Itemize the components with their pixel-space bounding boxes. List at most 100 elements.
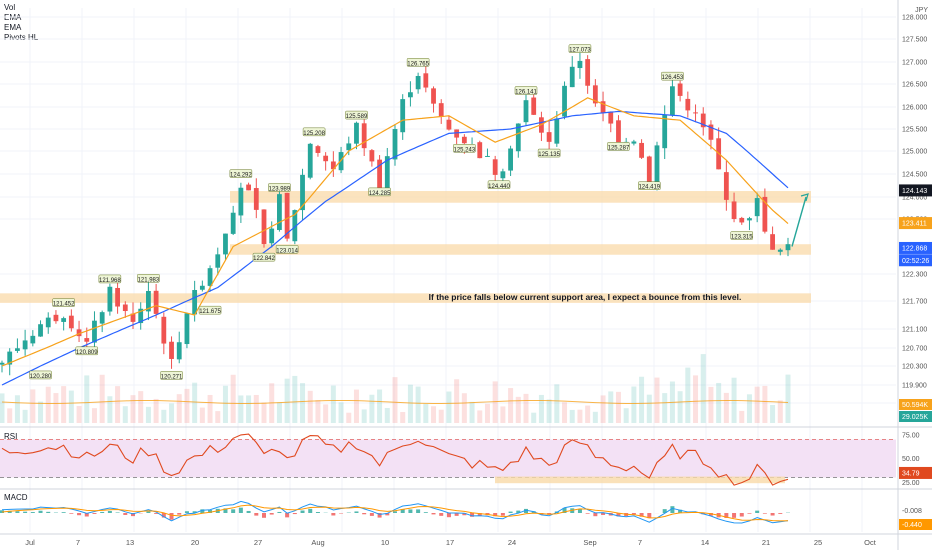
candle-body[interactable] <box>115 287 120 307</box>
candle-body[interactable] <box>346 143 352 151</box>
candle-body[interactable] <box>754 198 760 217</box>
candle-body[interactable] <box>785 244 791 251</box>
rsi-title[interactable]: RSI <box>4 432 17 441</box>
price-badge[interactable] <box>899 217 932 230</box>
candle-body[interactable] <box>770 234 775 250</box>
candle-body[interactable] <box>377 159 382 189</box>
candle-body[interactable] <box>415 75 421 90</box>
candle-body[interactable] <box>531 97 537 115</box>
rsi-badge[interactable] <box>899 466 932 479</box>
candle-body[interactable] <box>616 120 621 143</box>
candle-body[interactable] <box>192 290 198 315</box>
candle-body[interactable] <box>38 324 43 337</box>
candle-body[interactable] <box>153 290 159 314</box>
candle-body[interactable] <box>238 187 244 216</box>
candle-body[interactable] <box>592 85 598 104</box>
candle-body[interactable] <box>230 212 236 234</box>
candle-body[interactable] <box>284 192 290 239</box>
candle-body[interactable] <box>161 316 167 344</box>
rsi-line[interactable] <box>1 433 789 486</box>
candle-body[interactable] <box>361 123 367 149</box>
candle-body[interactable] <box>261 209 267 245</box>
candle-body[interactable] <box>400 99 406 133</box>
candle-body[interactable] <box>246 184 251 191</box>
candle-body[interactable] <box>523 100 529 123</box>
candle-body[interactable] <box>384 156 390 192</box>
candle-body[interactable] <box>277 194 282 230</box>
candle-body[interactable] <box>600 101 606 114</box>
support-resistance-zone[interactable] <box>0 293 811 303</box>
candle-body[interactable] <box>323 155 329 162</box>
candle-body[interactable] <box>176 342 182 360</box>
candle-body[interactable] <box>670 86 675 116</box>
rsi-support-zone[interactable] <box>495 476 785 484</box>
candle-body[interactable] <box>369 150 375 162</box>
candle-body[interactable] <box>215 254 221 268</box>
candle-body[interactable] <box>199 285 205 290</box>
candle-body[interactable] <box>392 129 398 160</box>
macd-title[interactable]: MACD <box>4 493 28 502</box>
candle-body[interactable] <box>708 124 714 140</box>
legend-item-ema-2[interactable]: EMA <box>4 23 22 32</box>
candle-body[interactable] <box>53 314 59 322</box>
bounce-arrow[interactable] <box>791 196 807 247</box>
macd-badge[interactable] <box>899 519 932 530</box>
candle-body[interactable] <box>30 335 36 344</box>
candle-body[interactable] <box>15 348 20 351</box>
candle-body[interactable] <box>492 159 498 175</box>
candle-body[interactable] <box>693 112 698 114</box>
candle-body[interactable] <box>7 351 13 365</box>
candle-body[interactable] <box>639 142 644 158</box>
candle-body[interactable] <box>685 98 691 111</box>
candle-body[interactable] <box>68 315 74 329</box>
candle-body[interactable] <box>662 114 668 149</box>
candle-body[interactable] <box>700 113 706 128</box>
candle-body[interactable] <box>122 304 128 312</box>
candle-body[interactable] <box>777 249 783 252</box>
candle-body[interactable] <box>408 92 413 98</box>
ema-slow-line[interactable] <box>1 110 789 386</box>
candle-body[interactable] <box>269 228 275 244</box>
candle-body[interactable] <box>61 318 67 322</box>
candle-body[interactable] <box>84 338 90 342</box>
candle-body[interactable] <box>76 329 82 337</box>
volume-badge[interactable] <box>899 399 932 410</box>
candle-body[interactable] <box>223 233 228 255</box>
candle-body[interactable] <box>330 161 336 170</box>
candle-body[interactable] <box>300 174 305 211</box>
candle-body[interactable] <box>45 317 51 328</box>
candle-body[interactable] <box>477 142 483 159</box>
signal-line[interactable] <box>1 504 789 522</box>
candle-body[interactable] <box>631 141 637 144</box>
candle-body[interactable] <box>92 320 97 343</box>
candle-body[interactable] <box>438 103 444 118</box>
legend-item-vol[interactable]: Vol <box>4 3 16 12</box>
candle-body[interactable] <box>554 118 560 144</box>
candle-body[interactable] <box>500 171 506 179</box>
candle-body[interactable] <box>569 66 575 88</box>
legend-item-pivots-hl[interactable]: Pivots HL <box>4 33 39 42</box>
candle-body[interactable] <box>169 341 174 359</box>
candle-body[interactable] <box>654 145 660 185</box>
support-resistance-zone[interactable] <box>230 191 811 203</box>
candle-body[interactable] <box>608 111 614 124</box>
candle-body[interactable] <box>307 143 313 178</box>
candle-body[interactable] <box>99 312 105 324</box>
candle-body[interactable] <box>446 119 452 130</box>
candle-body[interactable] <box>515 123 521 152</box>
price-badge[interactable] <box>899 241 932 254</box>
price-badge[interactable] <box>899 184 932 197</box>
candle-body[interactable] <box>461 136 467 144</box>
candle-body[interactable] <box>0 362 5 365</box>
candle-body[interactable] <box>731 201 737 220</box>
candle-body[interactable] <box>22 340 28 350</box>
candle-body[interactable] <box>762 196 768 232</box>
candle-body[interactable] <box>562 85 567 117</box>
candle-body[interactable] <box>747 218 752 221</box>
volume-badge[interactable] <box>899 411 932 422</box>
ema-fast-line[interactable] <box>1 97 789 367</box>
candle-body[interactable] <box>739 217 745 223</box>
candle-body[interactable] <box>207 268 213 286</box>
candle-body[interactable] <box>315 146 321 153</box>
